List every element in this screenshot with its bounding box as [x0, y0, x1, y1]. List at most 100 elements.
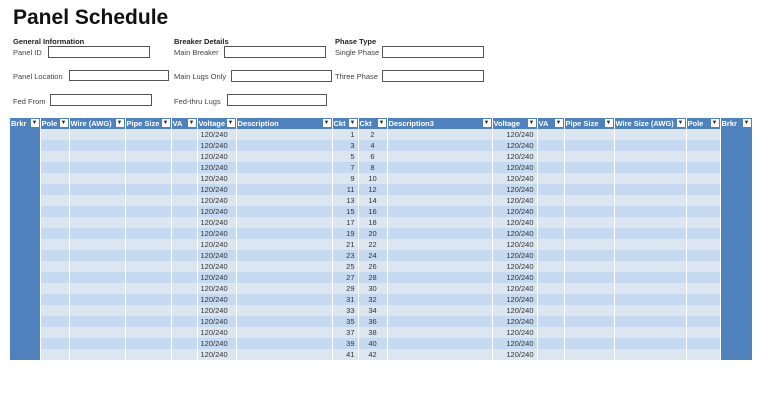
voltage-cell[interactable]: 120/240 — [492, 162, 538, 173]
va-cell[interactable] — [537, 349, 565, 360]
pipe-size-cell[interactable] — [125, 338, 172, 349]
va-cell[interactable] — [537, 151, 565, 162]
pipe-size-cell[interactable] — [564, 129, 615, 140]
va-cell[interactable] — [171, 217, 198, 228]
brkr-cell[interactable] — [720, 294, 753, 305]
column-header[interactable]: Description ▼ — [236, 118, 333, 129]
pole-cell[interactable] — [686, 316, 721, 327]
filter-dropdown-icon[interactable]: ▼ — [377, 119, 386, 127]
pole-cell[interactable] — [686, 338, 721, 349]
description3-cell[interactable] — [387, 206, 493, 217]
brkr-cell[interactable] — [720, 239, 753, 250]
ckt-cell[interactable]: 34 — [358, 305, 388, 316]
pole-cell[interactable] — [40, 217, 70, 228]
brkr-cell[interactable] — [10, 283, 41, 294]
brkr-cell[interactable] — [10, 162, 41, 173]
ckt-cell[interactable]: 12 — [358, 184, 388, 195]
voltage-cell[interactable]: 120/240 — [197, 206, 237, 217]
pole-cell[interactable] — [40, 239, 70, 250]
wire-awg-cell[interactable] — [69, 250, 126, 261]
wire-size-awg-cell[interactable] — [614, 327, 687, 338]
voltage-cell[interactable]: 120/240 — [492, 250, 538, 261]
brkr-cell[interactable] — [720, 129, 753, 140]
ckt-cell[interactable]: 41 — [332, 349, 359, 360]
pipe-size-cell[interactable] — [125, 162, 172, 173]
brkr-cell[interactable] — [10, 250, 41, 261]
pole-cell[interactable] — [686, 195, 721, 206]
column-header[interactable]: Brkr ▼ — [720, 118, 753, 129]
brkr-cell[interactable] — [720, 250, 753, 261]
pole-cell[interactable] — [40, 349, 70, 360]
voltage-cell[interactable]: 120/240 — [492, 184, 538, 195]
pipe-size-cell[interactable] — [564, 173, 615, 184]
ckt-cell[interactable]: 24 — [358, 250, 388, 261]
description3-cell[interactable] — [387, 327, 493, 338]
pole-cell[interactable] — [40, 162, 70, 173]
va-cell[interactable] — [537, 140, 565, 151]
panel-location-input[interactable] — [69, 70, 169, 81]
pipe-size-cell[interactable] — [564, 228, 615, 239]
va-cell[interactable] — [171, 294, 198, 305]
voltage-cell[interactable]: 120/240 — [197, 184, 237, 195]
description-cell[interactable] — [236, 151, 333, 162]
pipe-size-cell[interactable] — [564, 272, 615, 283]
ckt-cell[interactable]: 21 — [332, 239, 359, 250]
ckt-cell[interactable]: 7 — [332, 162, 359, 173]
pole-cell[interactable] — [686, 239, 721, 250]
wire-size-awg-cell[interactable] — [614, 250, 687, 261]
va-cell[interactable] — [171, 129, 198, 140]
pipe-size-cell[interactable] — [125, 250, 172, 261]
wire-size-awg-cell[interactable] — [614, 151, 687, 162]
wire-awg-cell[interactable] — [69, 261, 126, 272]
description-cell[interactable] — [236, 206, 333, 217]
va-cell[interactable] — [537, 129, 565, 140]
pipe-size-cell[interactable] — [125, 327, 172, 338]
voltage-cell[interactable]: 120/240 — [492, 195, 538, 206]
filter-dropdown-icon[interactable]: ▼ — [710, 119, 719, 127]
pipe-size-cell[interactable] — [125, 272, 172, 283]
voltage-cell[interactable]: 120/240 — [197, 349, 237, 360]
ckt-cell[interactable]: 38 — [358, 327, 388, 338]
wire-size-awg-cell[interactable] — [614, 184, 687, 195]
three-phase-input[interactable] — [382, 70, 484, 82]
ckt-cell[interactable]: 42 — [358, 349, 388, 360]
filter-dropdown-icon[interactable]: ▼ — [30, 119, 39, 127]
pole-cell[interactable] — [40, 338, 70, 349]
description-cell[interactable] — [236, 228, 333, 239]
description-cell[interactable] — [236, 272, 333, 283]
voltage-cell[interactable]: 120/240 — [197, 272, 237, 283]
panel-id-input[interactable] — [48, 46, 150, 58]
voltage-cell[interactable]: 120/240 — [197, 239, 237, 250]
voltage-cell[interactable]: 120/240 — [492, 129, 538, 140]
voltage-cell[interactable]: 120/240 — [492, 173, 538, 184]
pipe-size-cell[interactable] — [564, 239, 615, 250]
description-cell[interactable] — [236, 173, 333, 184]
voltage-cell[interactable]: 120/240 — [197, 316, 237, 327]
wire-size-awg-cell[interactable] — [614, 261, 687, 272]
brkr-cell[interactable] — [720, 206, 753, 217]
wire-awg-cell[interactable] — [69, 206, 126, 217]
va-cell[interactable] — [171, 151, 198, 162]
pole-cell[interactable] — [686, 184, 721, 195]
pipe-size-cell[interactable] — [125, 294, 172, 305]
pole-cell[interactable] — [686, 305, 721, 316]
filter-dropdown-icon[interactable]: ▼ — [115, 119, 124, 127]
brkr-cell[interactable] — [10, 294, 41, 305]
pole-cell[interactable] — [40, 184, 70, 195]
pole-cell[interactable] — [40, 140, 70, 151]
brkr-cell[interactable] — [10, 327, 41, 338]
voltage-cell[interactable]: 120/240 — [197, 129, 237, 140]
voltage-cell[interactable]: 120/240 — [197, 327, 237, 338]
pole-cell[interactable] — [686, 217, 721, 228]
description-cell[interactable] — [236, 217, 333, 228]
wire-size-awg-cell[interactable] — [614, 217, 687, 228]
pole-cell[interactable] — [40, 228, 70, 239]
description3-cell[interactable] — [387, 305, 493, 316]
description3-cell[interactable] — [387, 261, 493, 272]
wire-awg-cell[interactable] — [69, 294, 126, 305]
description3-cell[interactable] — [387, 272, 493, 283]
va-cell[interactable] — [171, 272, 198, 283]
brkr-cell[interactable] — [10, 316, 41, 327]
description-cell[interactable] — [236, 305, 333, 316]
pole-cell[interactable] — [40, 195, 70, 206]
